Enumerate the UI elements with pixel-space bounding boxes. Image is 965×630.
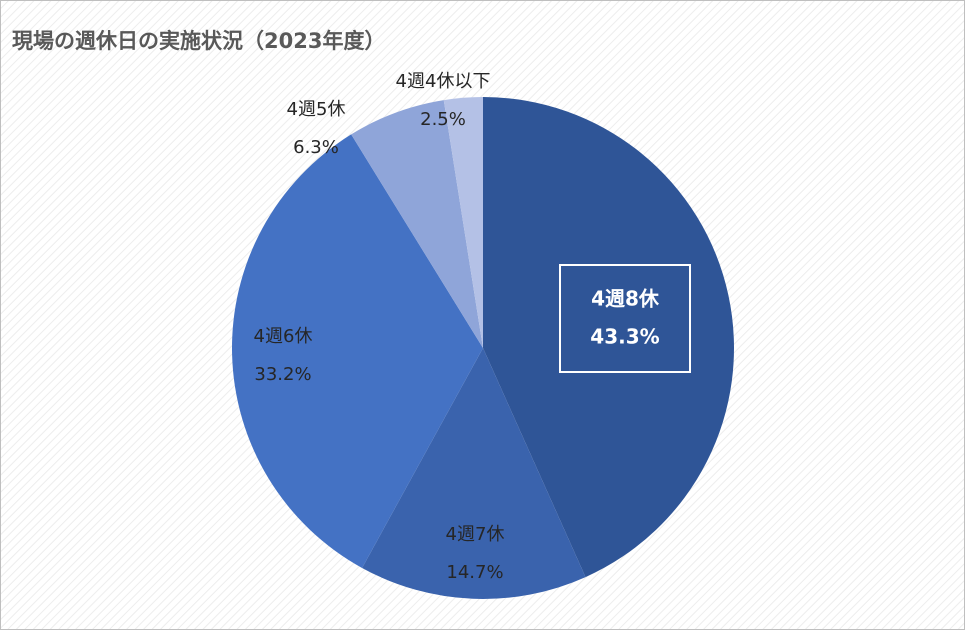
pie-slice <box>483 97 734 578</box>
value-label: 43.3% <box>590 325 659 349</box>
value-label: 6.3% <box>293 137 339 158</box>
pie-slice <box>351 100 483 348</box>
category-label: 4週8休 <box>591 287 660 311</box>
value-label: 33.2% <box>254 364 311 385</box>
label-box <box>559 264 691 373</box>
pie-slice <box>362 348 586 599</box>
chart-title: 現場の週休日の実施状況（2023年度） <box>12 29 385 53</box>
value-label: 2.5% <box>420 109 466 130</box>
value-label: 14.7% <box>446 562 503 583</box>
category-label: 4週7休 <box>446 524 505 545</box>
pie-slice <box>231 134 483 568</box>
pie-slice <box>443 97 483 348</box>
category-label: 4週4休以下 <box>396 71 491 92</box>
category-label: 4週6休 <box>254 326 313 347</box>
category-label: 4週5休 <box>287 99 346 120</box>
